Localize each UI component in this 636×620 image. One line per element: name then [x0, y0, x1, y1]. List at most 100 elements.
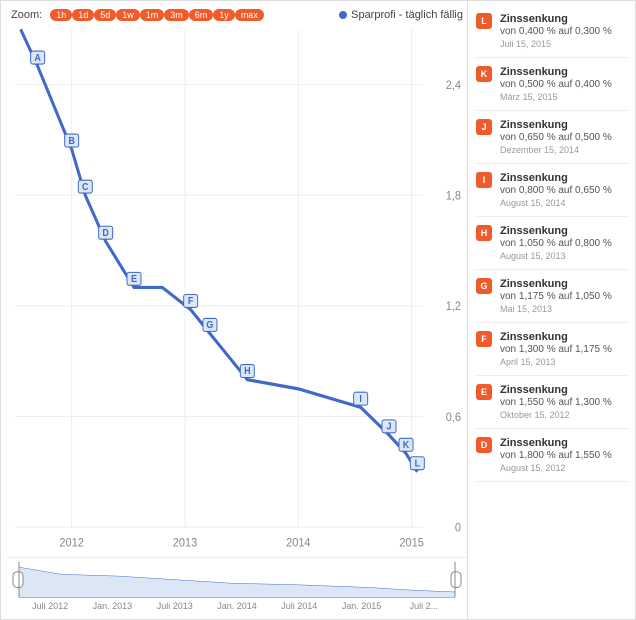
- legend-dot-icon: [339, 11, 347, 19]
- event-desc: von 1,800 % auf 1,550 %: [500, 450, 627, 461]
- svg-text:2015: 2015: [399, 537, 423, 549]
- legend: Sparprofi - täglich fällig: [339, 9, 463, 21]
- svg-text:Juli 2013: Juli 2013: [157, 601, 193, 611]
- svg-text:C: C: [82, 182, 89, 192]
- svg-text:Jan. 2014: Jan. 2014: [217, 601, 257, 611]
- svg-text:Juli 2...: Juli 2...: [410, 601, 438, 611]
- event-desc: von 0,650 % auf 0,500 %: [500, 132, 627, 143]
- event-date: Dezember 15, 2014: [500, 145, 627, 155]
- svg-text:2014: 2014: [286, 537, 311, 549]
- chart-toolbar: Zoom: 1h1d5d1w1m3m6m1ymax Sparprofi - tä…: [7, 7, 467, 25]
- event-badge-icon: E: [476, 384, 492, 400]
- zoom-btn-1m[interactable]: 1m: [140, 9, 165, 21]
- events-panel[interactable]: LZinssenkungvon 0,400 % auf 0,300 %Juli …: [467, 1, 635, 619]
- event-body: Zinssenkungvon 1,800 % auf 1,550 % August…: [500, 437, 627, 473]
- event-item-J[interactable]: J Zinssenkungvon 0,650 % auf 0,500 % Dezem…: [474, 111, 629, 164]
- event-desc: von 0,400 % auf 0,300 %: [500, 26, 627, 37]
- event-date: April 15, 2013: [500, 357, 627, 367]
- svg-text:1,2: 1,2: [446, 301, 461, 313]
- zoom-btn-max[interactable]: max: [235, 9, 264, 21]
- event-title: Zinssenkung: [500, 172, 627, 184]
- event-badge-icon: G: [476, 278, 492, 294]
- svg-text:0,6: 0,6: [446, 411, 461, 423]
- svg-text:I: I: [359, 394, 362, 404]
- svg-text:A: A: [34, 53, 41, 63]
- event-badge-icon: K: [476, 66, 492, 82]
- chart-left-panel: Zoom: 1h1d5d1w1m3m6m1ymax Sparprofi - tä…: [1, 1, 467, 619]
- event-body: Zinssenkungvon 1,300 % auf 1,175 % April …: [500, 331, 627, 367]
- event-date: März 15, 2015: [500, 92, 627, 102]
- event-title: Zinssenkung: [500, 331, 627, 343]
- event-date: August 15, 2013: [500, 251, 627, 261]
- event-item-D[interactable]: D Zinssenkungvon 1,800 % auf 1,550 % Augus…: [474, 429, 629, 482]
- main-chart[interactable]: 00,61,21,82,42012201320142015ABCDEFGHIJK…: [7, 25, 467, 553]
- event-badge-icon: J: [476, 119, 492, 135]
- event-item-I[interactable]: I Zinssenkungvon 0,800 % auf 0,650 % Augus…: [474, 164, 629, 217]
- zoom-btn-6m[interactable]: 6m: [189, 9, 214, 21]
- event-badge-icon: D: [476, 437, 492, 453]
- svg-text:1,8: 1,8: [446, 190, 461, 202]
- zoom-label: Zoom:: [11, 9, 42, 21]
- svg-text:B: B: [68, 135, 75, 145]
- svg-text:Juli 2012: Juli 2012: [32, 601, 68, 611]
- event-body: Zinssenkungvon 0,800 % auf 0,650 % August…: [500, 172, 627, 208]
- svg-text:H: H: [244, 366, 251, 376]
- event-title: Zinssenkung: [500, 225, 627, 237]
- navigator[interactable]: Juli 2012 Jan. 2013 Juli 2013 Jan. 2014 Juli…: [7, 557, 467, 613]
- event-item-K[interactable]: K Zinssenkungvon 0,500 % auf 0,400 %März …: [474, 58, 629, 111]
- svg-text:Jan. 2013: Jan. 2013: [93, 601, 133, 611]
- event-item-F[interactable]: F Zinssenkungvon 1,300 % auf 1,175 % April…: [474, 323, 629, 376]
- zoom-btn-1w[interactable]: 1w: [116, 9, 140, 21]
- chart-container: Zoom: 1h1d5d1w1m3m6m1ymax Sparprofi - tä…: [0, 0, 636, 620]
- event-body: Zinssenkungvon 1,175 % auf 1,050 % Mai 15…: [500, 278, 627, 314]
- event-desc: von 1,300 % auf 1,175 %: [500, 344, 627, 355]
- event-item-G[interactable]: G Zinssenkungvon 1,175 % auf 1,050 % Mai 1…: [474, 270, 629, 323]
- event-desc: von 0,500 % auf 0,400 %: [500, 79, 627, 90]
- event-body: Zinssenkungvon 1,550 % auf 1,300 % Oktobe…: [500, 384, 627, 420]
- event-badge-icon: L: [476, 13, 492, 29]
- zoom-btn-1h[interactable]: 1h: [50, 9, 72, 21]
- svg-text:D: D: [102, 228, 109, 238]
- zoom-btn-3m[interactable]: 3m: [164, 9, 189, 21]
- event-desc: von 1,050 % auf 0,800 %: [500, 238, 627, 249]
- event-item-L[interactable]: L Zinssenkungvon 0,400 % auf 0,300 % Juli …: [474, 5, 629, 58]
- svg-text:G: G: [206, 320, 213, 330]
- event-body: Zinssenkungvon 1,050 % auf 0,800 % August…: [500, 225, 627, 261]
- event-badge-icon: H: [476, 225, 492, 241]
- svg-text:0: 0: [455, 522, 461, 534]
- legend-label: Sparprofi - täglich fällig: [351, 9, 463, 21]
- nav-handle-left[interactable]: [13, 572, 23, 588]
- event-body: Zinssenkungvon 0,500 % auf 0,400 %März 1…: [500, 66, 627, 102]
- event-desc: von 0,800 % auf 0,650 %: [500, 185, 627, 196]
- event-date: August 15, 2014: [500, 198, 627, 208]
- zoom-btn-1y[interactable]: 1y: [213, 9, 235, 21]
- event-badge-icon: F: [476, 331, 492, 347]
- event-date: Mai 15, 2013: [500, 304, 627, 314]
- event-date: Juli 15, 2015: [500, 39, 627, 49]
- svg-text:Jan. 2015: Jan. 2015: [342, 601, 382, 611]
- event-title: Zinssenkung: [500, 13, 627, 25]
- event-title: Zinssenkung: [500, 437, 627, 449]
- svg-text:2,4: 2,4: [446, 80, 462, 92]
- event-desc: von 1,175 % auf 1,050 %: [500, 291, 627, 302]
- event-body: Zinssenkungvon 0,650 % auf 0,500 % Dezemb…: [500, 119, 627, 155]
- event-item-H[interactable]: H Zinssenkungvon 1,050 % auf 0,800 % Augus…: [474, 217, 629, 270]
- event-item-E[interactable]: E Zinssenkungvon 1,550 % auf 1,300 % Oktob…: [474, 376, 629, 429]
- event-badge-icon: I: [476, 172, 492, 188]
- svg-text:K: K: [403, 440, 410, 450]
- svg-text:E: E: [131, 274, 137, 284]
- event-date: Oktober 15, 2012: [500, 410, 627, 420]
- svg-text:2013: 2013: [173, 537, 197, 549]
- nav-handle-right[interactable]: [451, 572, 461, 588]
- zoom-btn-5d[interactable]: 5d: [94, 9, 116, 21]
- event-body: Zinssenkungvon 0,400 % auf 0,300 % Juli 1…: [500, 13, 627, 49]
- event-desc: von 1,550 % auf 1,300 %: [500, 397, 627, 408]
- zoom-btn-1d[interactable]: 1d: [72, 9, 94, 21]
- event-title: Zinssenkung: [500, 119, 627, 131]
- event-title: Zinssenkung: [500, 278, 627, 290]
- event-title: Zinssenkung: [500, 384, 627, 396]
- svg-text:J: J: [386, 421, 391, 431]
- svg-text:F: F: [188, 296, 194, 306]
- event-date: August 15, 2012: [500, 463, 627, 473]
- svg-text:Juli 2014: Juli 2014: [281, 601, 317, 611]
